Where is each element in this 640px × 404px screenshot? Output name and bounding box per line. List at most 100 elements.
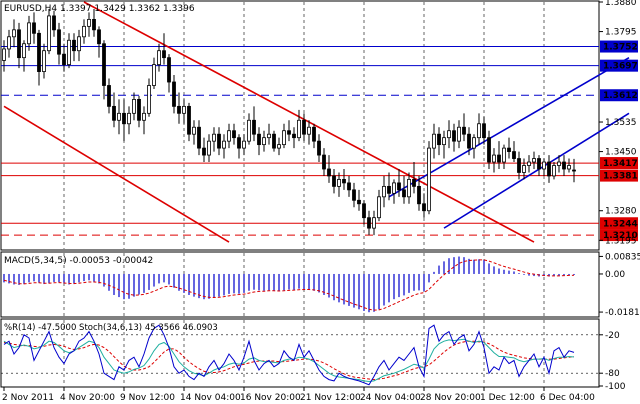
candle-body	[182, 105, 186, 114]
candle-body	[237, 137, 241, 149]
price-tick-label: 1.3880	[605, 0, 637, 8]
candle-body	[7, 36, 11, 50]
candle-body	[317, 140, 321, 156]
candle-body	[262, 137, 266, 146]
candle-body	[17, 29, 21, 59]
candle-body	[372, 217, 376, 229]
symbol-label: EURUSD,H4	[4, 4, 57, 14]
candle-body	[547, 161, 551, 177]
candle-body	[332, 175, 336, 187]
time-tick-label: 28 Nov 20:00	[420, 393, 481, 403]
time-tick-label: 6 Dec 04:00	[540, 393, 595, 403]
candle-body	[2, 48, 6, 61]
oscillator-pane	[0, 318, 600, 388]
candle-body	[562, 161, 566, 170]
candle-body	[147, 85, 151, 114]
candle-body	[67, 39, 71, 66]
time-tick-label: 14 Nov 04:00	[180, 393, 241, 403]
candle-body	[572, 169, 576, 172]
candle-body	[507, 147, 511, 152]
candle-body	[132, 99, 136, 114]
level-tag	[600, 217, 638, 230]
price-tick-label: 1.3535	[605, 118, 637, 128]
candle-body	[82, 25, 86, 38]
candle-body	[207, 140, 211, 156]
candle-body	[342, 179, 346, 184]
candle-body	[307, 126, 311, 135]
candle-body	[382, 185, 386, 198]
time-tick-label: 16 Nov 20:00	[240, 393, 301, 403]
candle-body	[187, 105, 191, 135]
macd-pane	[0, 251, 600, 318]
macd-tick-label: 0.00835	[605, 252, 640, 262]
candle-body	[397, 182, 401, 191]
level-tag-label: 1.3417	[603, 159, 638, 169]
candle-body	[487, 137, 491, 163]
candle-body	[162, 50, 166, 59]
candle-body	[462, 126, 466, 135]
candles	[2, 8, 576, 236]
candle-body	[117, 112, 121, 121]
macd-label: MACD(5,34,5) -0.00053 -0.00042	[4, 256, 153, 266]
candle-body	[437, 133, 441, 146]
time-tick-label: 2 Nov 2011	[2, 393, 54, 403]
candle-body	[412, 179, 416, 187]
ohlc-label: 1.3397 1.3429 1.3362 1.3396	[60, 4, 195, 14]
candle-body	[152, 64, 156, 86]
candle-body	[407, 179, 411, 198]
level-tag	[600, 89, 638, 102]
candle-body	[212, 133, 216, 142]
candle-body	[522, 165, 526, 173]
candle-body	[97, 29, 101, 45]
osc-tick-label: -100	[605, 382, 626, 392]
level-tag	[600, 59, 638, 72]
time-tick-label: 4 Nov 20:00	[60, 393, 115, 403]
level-tag	[600, 157, 638, 170]
candle-body	[432, 133, 436, 149]
candle-body	[447, 130, 451, 139]
candle-body	[32, 22, 36, 34]
candle-body	[542, 161, 546, 170]
candle-body	[47, 15, 51, 52]
candle-body	[532, 158, 536, 163]
time-tick-label: 24 Nov 04:00	[360, 393, 421, 403]
candle-body	[472, 137, 476, 149]
level-tag-label: 1.3612	[603, 91, 638, 101]
candle-body	[357, 199, 361, 205]
candle-body	[557, 161, 561, 166]
candle-body	[482, 123, 486, 139]
candle-body	[192, 126, 196, 135]
candle-body	[427, 147, 431, 212]
candle-body	[87, 18, 91, 27]
candle-body	[417, 185, 421, 205]
candle-body	[242, 140, 246, 149]
candle-body	[22, 43, 26, 59]
candle-body	[202, 147, 206, 156]
level-tag	[600, 40, 638, 53]
time-tick-label: 9 Nov 12:00	[120, 393, 175, 403]
candle-body	[27, 22, 31, 45]
candle-body	[297, 119, 301, 139]
candle-body	[537, 158, 541, 170]
trendline	[3, 105, 230, 243]
level-tag-label: 1.3697	[603, 62, 638, 72]
candle-body	[232, 130, 236, 139]
candle-body	[377, 196, 381, 219]
level-tag-label: 1.3752	[603, 43, 638, 53]
macd-tick-label: 0.00	[605, 270, 625, 280]
candle-body	[387, 185, 391, 194]
price-tick-label: 1.3195	[605, 236, 637, 246]
oscillator-plot: -20 -80 -100	[1, 324, 626, 392]
candle-body	[467, 133, 471, 149]
candle-body	[442, 137, 446, 146]
candle-body	[102, 43, 106, 86]
candle-body	[502, 147, 506, 163]
candle-body	[227, 130, 231, 142]
candle-body	[272, 133, 276, 149]
candle-body	[337, 179, 341, 187]
candle-body	[277, 144, 281, 149]
candle-body	[127, 112, 131, 125]
candle-body	[122, 112, 126, 125]
candle-body	[352, 189, 356, 201]
candle-body	[552, 165, 556, 177]
